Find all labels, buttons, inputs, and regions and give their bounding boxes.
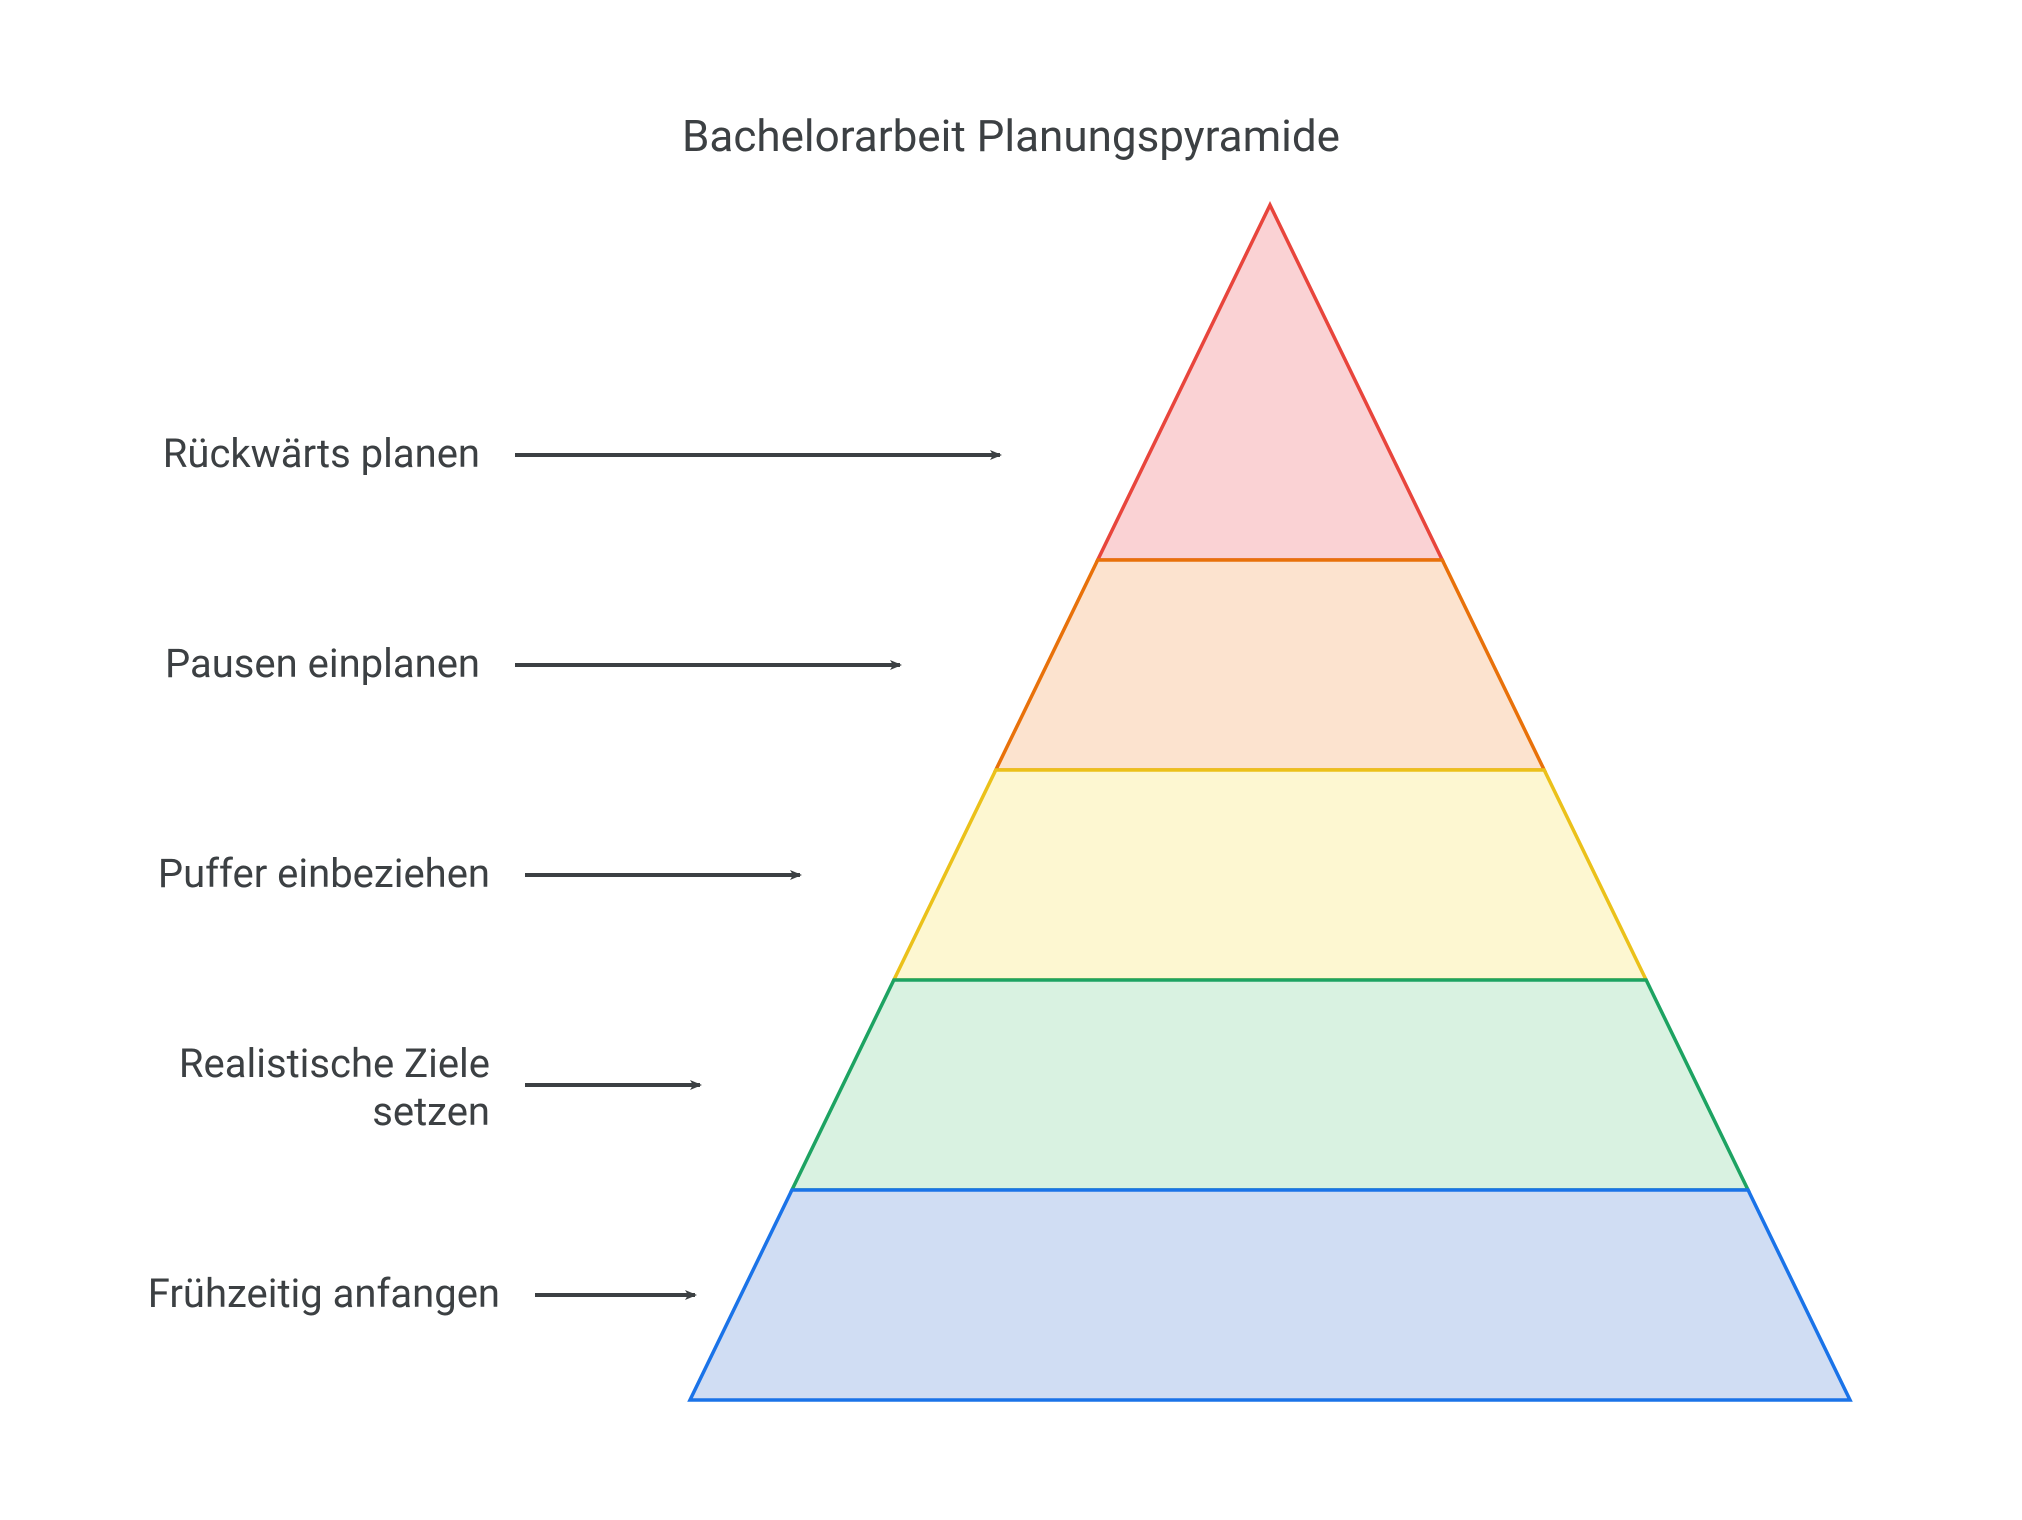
pyramid-label-5: Frühzeitig anfangen xyxy=(80,1270,500,1318)
pyramid-level-3 xyxy=(894,770,1646,980)
pyramid-level-2 xyxy=(996,560,1544,770)
pyramid-level-4 xyxy=(792,980,1748,1190)
pyramid-level-5 xyxy=(690,1190,1850,1400)
pyramid-label-2: Pausen einplanen xyxy=(60,640,480,688)
pyramid-label-1: Rückwärts planen xyxy=(60,430,480,478)
pyramid-label-4: Realistische Ziele setzen xyxy=(70,1040,490,1136)
pyramid-label-3: Puffer einbeziehen xyxy=(70,850,490,898)
diagram-stage: Bachelorarbeit Planungspyramide Rückwärt… xyxy=(0,0,2022,1520)
pyramid-level-1 xyxy=(1098,205,1443,560)
